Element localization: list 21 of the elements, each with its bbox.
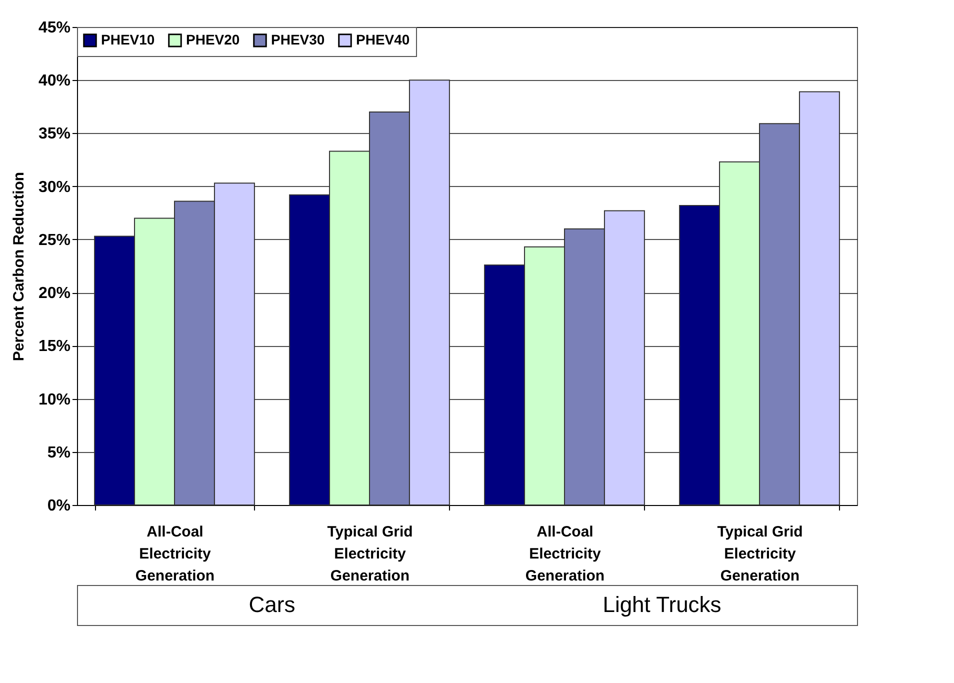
legend-label: PHEV20 bbox=[186, 31, 240, 48]
y-tick-label: 0% bbox=[47, 498, 70, 514]
text: Light Trucks bbox=[602, 592, 722, 617]
legend-label: PHEV30 bbox=[271, 31, 325, 48]
y-tick-label: 10% bbox=[38, 391, 70, 408]
x-tick-label: Typical Grid Electricity Generation bbox=[327, 524, 413, 584]
text: Cars bbox=[248, 592, 296, 617]
x-tick-label: All-Coal Electricity Generation bbox=[135, 524, 215, 584]
y-tick-label: 15% bbox=[38, 338, 70, 356]
legend-label: PHEV10 bbox=[101, 31, 155, 48]
y-tick-label: 20% bbox=[38, 285, 70, 302]
y-tick-label: 45% bbox=[38, 20, 70, 36]
y-tick-label: 30% bbox=[38, 178, 70, 196]
y-tick-label: 5% bbox=[47, 444, 70, 462]
y-axis-title: Percent Carbon Reduction bbox=[10, 172, 28, 362]
x-tick-label: All-Coal Electricity Generation bbox=[525, 524, 605, 584]
legend-label: PHEV40 bbox=[356, 31, 410, 48]
x-tick-label: Typical Grid Electricity Generation bbox=[717, 524, 803, 584]
y-tick-label: 35% bbox=[38, 126, 70, 143]
y-tick-label: 25% bbox=[38, 232, 70, 249]
y-tick-label: 40% bbox=[38, 72, 70, 90]
